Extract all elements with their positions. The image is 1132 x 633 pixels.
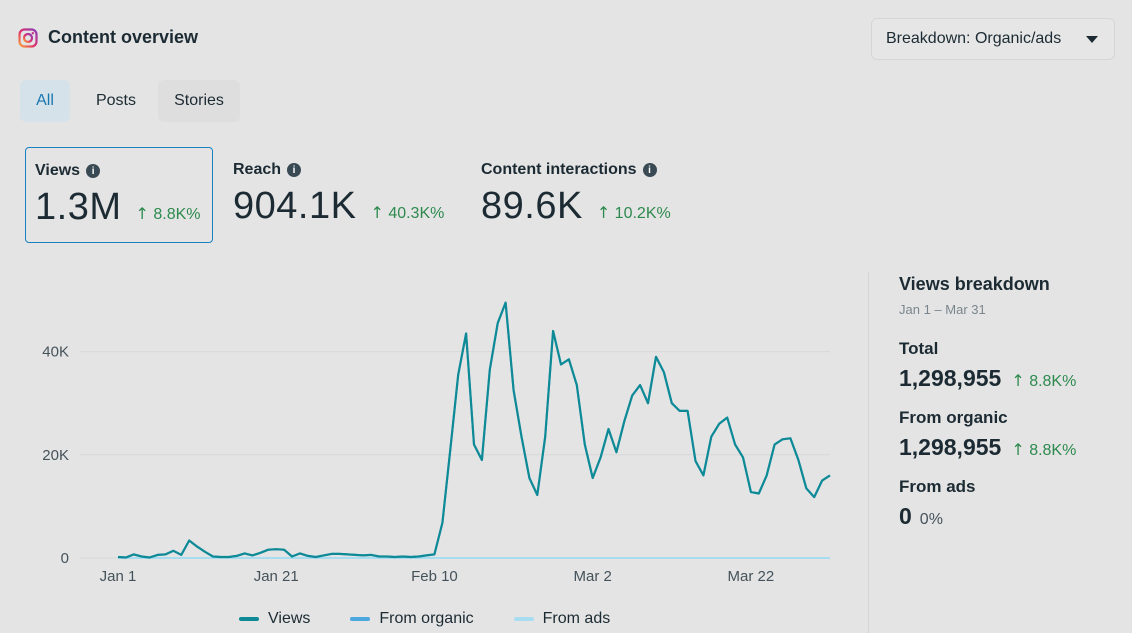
instagram-icon xyxy=(18,27,38,48)
metric-reach[interactable]: Reach i 904.1K ↑ 40.3K% xyxy=(224,147,464,243)
metric-views[interactable]: Views i 1.3M ↑ 8.8K% xyxy=(25,147,213,243)
metric-views-change: ↑ 8.8K% xyxy=(135,204,200,224)
tab-stories[interactable]: Stories xyxy=(158,80,240,122)
x-tick-label: Jan 21 xyxy=(254,568,299,585)
total-label: Total xyxy=(899,339,939,358)
tab-all-label: All xyxy=(36,92,54,109)
x-tick-label: Jan 1 xyxy=(100,568,137,585)
legend-swatch-organic xyxy=(350,617,371,621)
total-change-value: 8.8K% xyxy=(1029,373,1077,390)
page-header: Content overview xyxy=(18,27,198,48)
panel-title: Views breakdown xyxy=(899,274,1050,294)
metric-reach-label: Reach xyxy=(233,161,282,178)
page-title: Content overview xyxy=(48,27,199,47)
content-tabs: All Posts Stories xyxy=(20,80,252,122)
legend-item-views[interactable]: Views xyxy=(239,610,310,628)
legend-item-organic[interactable]: From organic xyxy=(350,610,474,628)
organic-value: 1,298,955 xyxy=(899,434,1002,460)
tab-posts-label: Posts xyxy=(95,92,136,109)
legend-label-organic: From organic xyxy=(379,610,474,627)
arrow-up-icon: ↑ xyxy=(1011,371,1025,390)
metric-content-interactions[interactable]: Content interactions i 89.6K ↑ 10.2K% xyxy=(472,147,732,243)
breakdown-label: Breakdown: Organic/ads xyxy=(886,30,1062,47)
panel-divider xyxy=(868,272,869,633)
metric-reach-label-row: Reach i xyxy=(233,161,455,179)
metric-views-row: 1.3M ↑ 8.8K% xyxy=(35,186,203,229)
metric-views-value: 1.3M xyxy=(35,186,122,228)
metric-reach-row: 904.1K ↑ 40.3K% xyxy=(233,185,455,228)
y-tick-label: 40K xyxy=(42,344,69,361)
metric-views-change-value: 8.8K% xyxy=(153,206,201,223)
total-row: 1,298,955 ↑ 8.8K% xyxy=(899,365,1119,392)
organic-row: 1,298,955 ↑ 8.8K% xyxy=(899,434,1119,461)
metric-interactions-label-row: Content interactions i xyxy=(481,161,723,179)
organic-change-value: 8.8K% xyxy=(1029,442,1077,459)
arrow-up-icon: ↑ xyxy=(596,203,611,222)
tab-stories-label: Stories xyxy=(174,92,224,109)
x-tick-label: Feb 10 xyxy=(411,568,458,585)
metric-interactions-change: ↑ 10.2K% xyxy=(597,203,671,223)
total-value: 1,298,955 xyxy=(899,365,1002,391)
metric-reach-value: 904.1K xyxy=(233,185,357,227)
views-breakdown-panel: Views breakdown Jan 1 – Mar 31 Total 1,2… xyxy=(899,272,1119,530)
metric-interactions-label: Content interactions xyxy=(481,161,637,178)
metric-reach-change-value: 40.3K% xyxy=(388,205,445,222)
series-line-views xyxy=(117,301,831,559)
organic-change: ↑ 8.8K% xyxy=(1011,440,1076,460)
legend-swatch-ads xyxy=(513,617,534,621)
x-tick-label: Mar 2 xyxy=(573,568,611,585)
arrow-up-icon: ↑ xyxy=(370,203,384,222)
ads-label: From ads xyxy=(899,477,976,496)
metric-interactions-change-value: 10.2K% xyxy=(614,205,671,222)
metric-views-label-row: Views i xyxy=(35,162,203,180)
metric-views-label: Views xyxy=(35,162,81,179)
ads-value: 0 xyxy=(899,503,912,529)
views-line-chart[interactable]: 0 20K 40K Jan 1 Jan 21 Feb 10 Mar 2 Mar 22 xyxy=(0,290,860,600)
legend-label-ads: From ads xyxy=(542,610,611,627)
panel-date-range: Jan 1 – Mar 31 xyxy=(899,302,986,317)
legend-item-ads[interactable]: From ads xyxy=(513,610,611,628)
y-tick-label: 0 xyxy=(61,550,69,567)
metric-interactions-value: 89.6K xyxy=(481,185,583,227)
total-change: ↑ 8.8K% xyxy=(1011,371,1076,391)
caret-down-icon xyxy=(1086,36,1098,43)
ads-percent: 0% xyxy=(919,511,943,528)
tab-posts[interactable]: Posts xyxy=(82,80,150,122)
ads-row: 0 0% xyxy=(899,503,1119,530)
info-icon[interactable]: i xyxy=(287,163,302,177)
breakdown-dropdown[interactable]: Breakdown: Organic/ads xyxy=(871,18,1115,60)
metric-interactions-row: 89.6K ↑ 10.2K% xyxy=(481,185,723,228)
y-tick-label: 20K xyxy=(42,447,69,464)
chart-legend: Views From organic From ads xyxy=(239,610,650,628)
legend-label-views: Views xyxy=(268,610,311,627)
x-tick-label: Mar 22 xyxy=(728,568,775,585)
legend-swatch-views xyxy=(239,617,259,621)
tab-all[interactable]: All xyxy=(20,80,70,122)
info-icon[interactable]: i xyxy=(86,164,101,178)
arrow-up-icon: ↑ xyxy=(1011,440,1025,459)
info-icon[interactable]: i xyxy=(642,163,657,177)
metric-reach-change: ↑ 40.3K% xyxy=(370,203,444,223)
organic-label: From organic xyxy=(899,408,1008,427)
arrow-up-icon: ↑ xyxy=(135,204,149,223)
